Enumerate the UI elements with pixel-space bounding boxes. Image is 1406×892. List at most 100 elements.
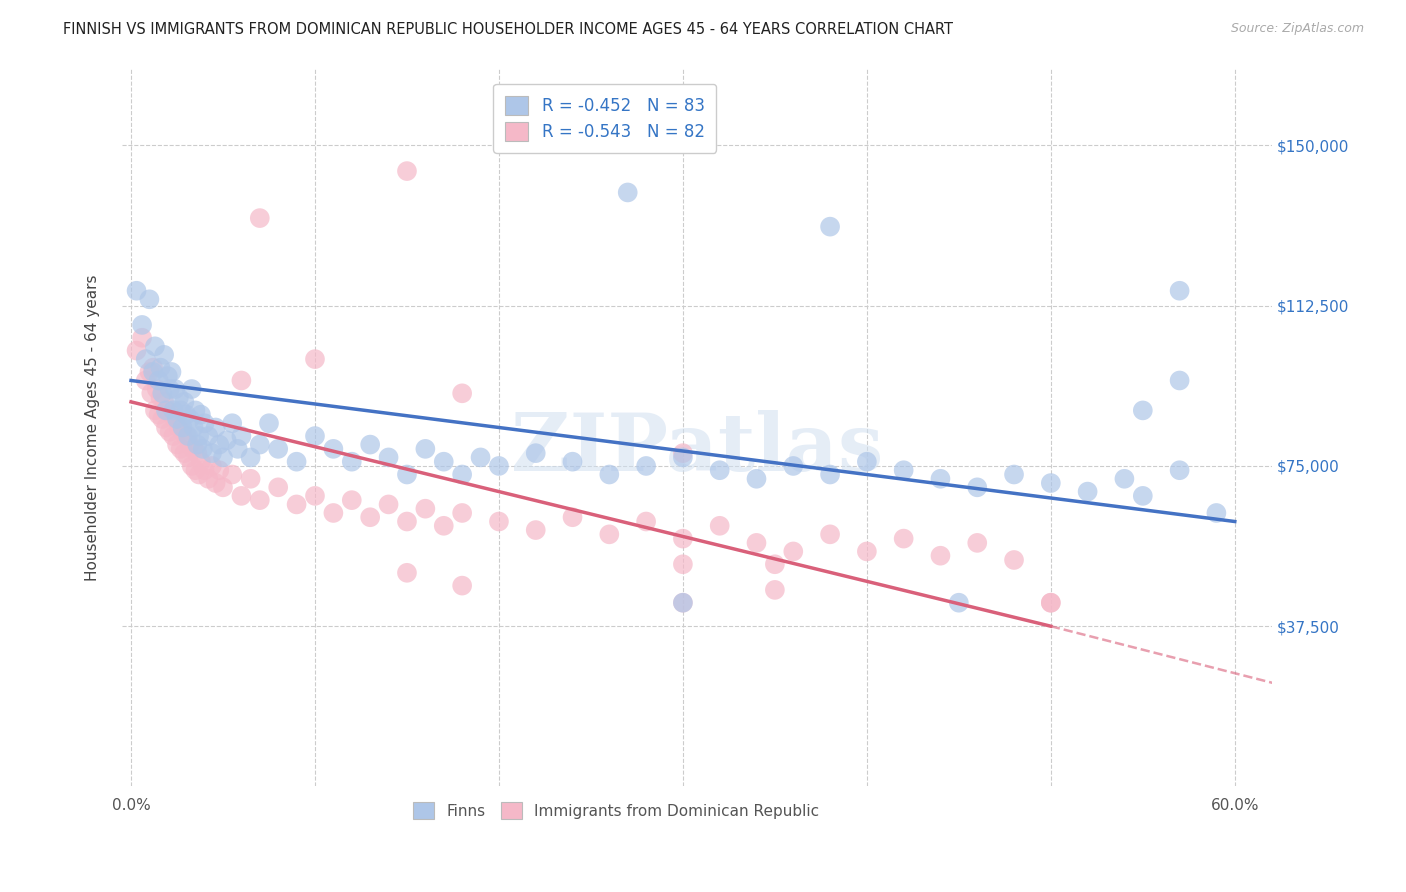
Point <box>150 386 173 401</box>
Point <box>150 412 173 426</box>
Point <box>285 497 308 511</box>
Point <box>856 544 879 558</box>
Point <box>929 549 952 563</box>
Point <box>524 446 547 460</box>
Point <box>451 386 474 401</box>
Point <box>1002 467 1025 482</box>
Point <box>177 429 200 443</box>
Point <box>212 450 235 465</box>
Point <box>1039 476 1062 491</box>
Point <box>143 403 166 417</box>
Point <box>190 408 212 422</box>
Point <box>598 467 620 482</box>
Point <box>197 472 219 486</box>
Text: Source: ZipAtlas.com: Source: ZipAtlas.com <box>1230 22 1364 36</box>
Point <box>1077 484 1099 499</box>
Point <box>179 437 201 451</box>
Point <box>231 374 253 388</box>
Point <box>672 450 695 465</box>
Point <box>672 532 695 546</box>
Point <box>143 339 166 353</box>
Point <box>966 536 988 550</box>
Point <box>190 455 212 469</box>
Point <box>221 467 243 482</box>
Point <box>322 442 344 456</box>
Point <box>194 416 217 430</box>
Point <box>231 429 253 443</box>
Point <box>159 382 181 396</box>
Point <box>142 360 165 375</box>
Point <box>184 463 207 477</box>
Point <box>433 455 456 469</box>
Point <box>893 463 915 477</box>
Point <box>239 472 262 486</box>
Point <box>672 558 695 572</box>
Point <box>636 458 658 473</box>
Point <box>616 186 638 200</box>
Point <box>188 467 211 482</box>
Point <box>197 429 219 443</box>
Point <box>488 515 510 529</box>
Point <box>433 518 456 533</box>
Point <box>249 493 271 508</box>
Point <box>188 429 211 443</box>
Point <box>415 501 437 516</box>
Point <box>304 429 326 443</box>
Point <box>208 437 231 451</box>
Point <box>148 408 170 422</box>
Point <box>451 579 474 593</box>
Point <box>180 382 202 396</box>
Point <box>395 566 418 580</box>
Point <box>162 429 184 443</box>
Point <box>183 442 205 456</box>
Point <box>561 455 583 469</box>
Point <box>138 293 160 307</box>
Point <box>451 467 474 482</box>
Point <box>167 420 190 434</box>
Point <box>131 318 153 332</box>
Point <box>1039 596 1062 610</box>
Point <box>763 582 786 597</box>
Point <box>166 437 188 451</box>
Point <box>856 455 879 469</box>
Point <box>184 403 207 417</box>
Point <box>165 412 187 426</box>
Point <box>201 458 224 473</box>
Point <box>470 450 492 465</box>
Point <box>174 429 197 443</box>
Point <box>745 472 768 486</box>
Point <box>377 450 399 465</box>
Point <box>1114 472 1136 486</box>
Point <box>142 365 165 379</box>
Point <box>148 374 170 388</box>
Point <box>598 527 620 541</box>
Point <box>125 343 148 358</box>
Point <box>174 408 197 422</box>
Point <box>267 480 290 494</box>
Point <box>194 463 217 477</box>
Point <box>1002 553 1025 567</box>
Point <box>177 450 200 465</box>
Point <box>304 489 326 503</box>
Point <box>966 480 988 494</box>
Point <box>208 463 231 477</box>
Text: ZIPatlas: ZIPatlas <box>510 410 883 488</box>
Point <box>395 515 418 529</box>
Point <box>141 386 163 401</box>
Point <box>359 437 381 451</box>
Point <box>135 352 157 367</box>
Point <box>156 403 179 417</box>
Y-axis label: Householder Income Ages 45 - 64 years: Householder Income Ages 45 - 64 years <box>86 274 100 581</box>
Point <box>1039 596 1062 610</box>
Point <box>1168 463 1191 477</box>
Point <box>1205 506 1227 520</box>
Point <box>818 467 841 482</box>
Point <box>304 352 326 367</box>
Point <box>226 442 249 456</box>
Point <box>131 331 153 345</box>
Point <box>267 442 290 456</box>
Point <box>172 420 194 434</box>
Point <box>191 442 214 456</box>
Point <box>672 596 695 610</box>
Point <box>149 360 172 375</box>
